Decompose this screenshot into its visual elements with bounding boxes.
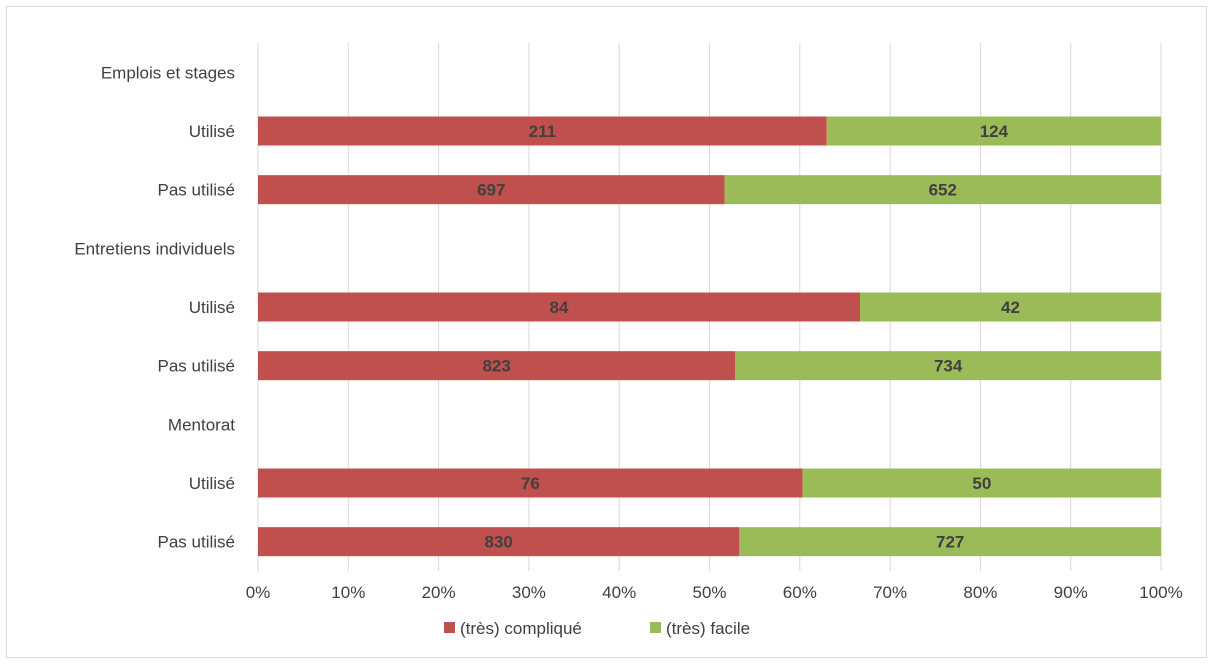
bar-segment <box>735 351 1161 381</box>
bar-segment <box>258 175 725 205</box>
data-label: 652 <box>929 181 957 200</box>
legend-label: (très) facile <box>666 619 750 638</box>
category-label: Utilisé <box>189 122 235 141</box>
data-label: 727 <box>936 533 964 552</box>
data-label: 124 <box>980 122 1009 141</box>
data-label: 50 <box>972 474 991 493</box>
group-label: Entretiens individuels <box>74 239 235 258</box>
bars: 211 124 697 652 84 42 823 734 76 50 830 727 <box>258 116 1161 557</box>
x-tick-label: 90% <box>1054 583 1088 602</box>
data-label: 830 <box>484 533 512 552</box>
data-label: 76 <box>521 474 540 493</box>
x-tick-label: 0% <box>246 583 271 602</box>
category-label: Utilisé <box>189 474 235 493</box>
chart-frame: 211 124 697 652 84 42 823 734 76 50 830 727 Emplois… <box>6 6 1207 658</box>
bar-segment <box>739 527 1161 557</box>
x-tick-label: 50% <box>692 583 726 602</box>
bar-segment <box>258 116 827 146</box>
bar-segment <box>802 468 1161 498</box>
bar-segment <box>258 527 740 557</box>
stacked-bar-chart: 211 124 697 652 84 42 823 734 76 50 830 727 Emplois… <box>74 43 1183 638</box>
data-label: 211 <box>529 122 556 141</box>
x-tick-label: 100% <box>1139 583 1182 602</box>
x-tick-label: 20% <box>422 583 456 602</box>
category-label: Pas utilisé <box>158 533 235 552</box>
x-tick-label: 70% <box>873 583 907 602</box>
data-label: 84 <box>550 298 569 317</box>
bar-segment <box>258 351 736 381</box>
x-tick-label: 80% <box>963 583 997 602</box>
category-label: Utilisé <box>189 298 235 317</box>
bar-segment <box>258 292 860 322</box>
x-tick-labels: 0% 10% 20% 30% 40% 50% 60% 70% 80% 90% 100% <box>246 583 1183 602</box>
bar-segment <box>826 116 1161 146</box>
x-tick-label: 40% <box>602 583 636 602</box>
x-tick-label: 10% <box>331 583 365 602</box>
x-tick-label: 60% <box>783 583 817 602</box>
x-tick-label: 30% <box>512 583 546 602</box>
bar-segment <box>724 175 1161 205</box>
bar-segment <box>860 292 1161 322</box>
category-label: Pas utilisé <box>158 181 235 200</box>
bar-segment <box>258 468 803 498</box>
data-label: 42 <box>1001 298 1020 317</box>
category-label: Pas utilisé <box>158 357 235 376</box>
legend-swatch <box>650 622 661 633</box>
group-label: Emplois et stages <box>101 63 235 82</box>
legend-label: (très) compliqué <box>460 619 582 638</box>
data-label: 697 <box>477 181 505 200</box>
legend-swatch <box>444 622 455 633</box>
data-label: 734 <box>934 357 963 376</box>
data-label: 823 <box>482 357 510 376</box>
legend: (très) compliqué (très) facile <box>444 619 750 638</box>
category-labels: Emplois et stages Utilisé Pas utilisé Entre… <box>74 63 235 551</box>
group-label: Mentorat <box>168 415 235 434</box>
